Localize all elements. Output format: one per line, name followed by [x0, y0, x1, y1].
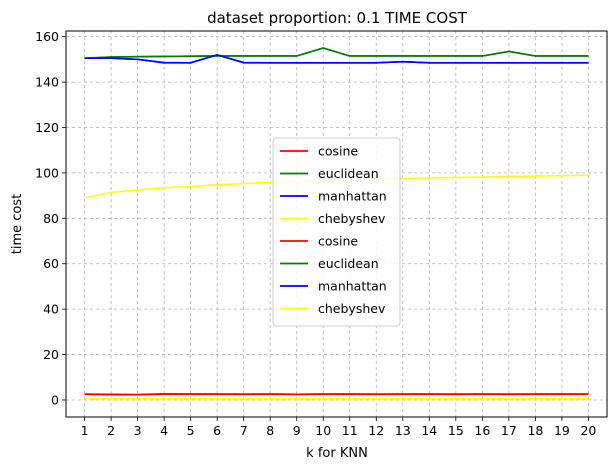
x-tick-label: 10 [315, 423, 331, 438]
x-tick-label: 5 [187, 423, 195, 438]
y-tick-label: 160 [35, 29, 59, 44]
legend-label: chebyshev [318, 211, 386, 226]
x-tick-label: 7 [240, 423, 248, 438]
y-tick-label: 100 [35, 165, 59, 180]
legend-label: chebyshev [318, 301, 386, 316]
x-tick-label: 1 [81, 423, 89, 438]
x-tick-label: 2 [107, 423, 115, 438]
legend-label: manhattan [318, 279, 387, 294]
legend-box [272, 137, 401, 327]
x-tick-label: 9 [293, 423, 301, 438]
x-tick-label: 18 [527, 423, 543, 438]
y-tick-label: 80 [43, 211, 59, 226]
series-line-euclidean [84, 47, 589, 59]
chart-title: dataset proportion: 0.1 TIME COST [207, 9, 468, 27]
series-line-manhattan [84, 54, 589, 64]
x-tick-label: 20 [580, 423, 596, 438]
y-tick-label: 20 [43, 347, 59, 362]
legend-label: cosine [318, 234, 358, 249]
axis-ticks: 1 2 3 4 5 6 7 8 9 10 11 12 13 14 15 16 17 18 19 20020406080… [35, 29, 596, 438]
x-tick-label: 14 [421, 423, 437, 438]
x-tick-label: 12 [368, 423, 384, 438]
x-tick-label: 19 [554, 423, 570, 438]
y-tick-label: 40 [43, 302, 59, 317]
y-tick-label: 60 [43, 256, 59, 271]
x-tick-label: 4 [160, 423, 168, 438]
legend-label: euclidean [318, 166, 379, 181]
x-tick-label: 17 [501, 423, 517, 438]
series-line-cosine [84, 393, 589, 396]
legend-label: euclidean [318, 256, 379, 271]
legend: cosine euclidean manhattan chebyshev cosine e… [272, 137, 401, 327]
legend-label: manhattan [318, 189, 387, 204]
y-axis-label: time cost [10, 194, 25, 254]
x-tick-label: 15 [448, 423, 464, 438]
legend-label: cosine [318, 144, 358, 159]
grid [66, 31, 607, 417]
y-tick-label: 120 [35, 120, 59, 135]
x-tick-label: 11 [342, 423, 358, 438]
x-tick-label: 6 [213, 423, 221, 438]
x-tick-label: 8 [266, 423, 274, 438]
x-tick-label: 3 [134, 423, 142, 438]
series-lines [84, 47, 589, 400]
y-tick-label: 140 [35, 75, 59, 90]
plot-frame [65, 30, 608, 418]
x-tick-label: 13 [395, 423, 411, 438]
y-tick-label: 0 [51, 392, 59, 407]
x-axis-label: k for KNN [306, 446, 368, 461]
x-tick-label: 16 [474, 423, 490, 438]
